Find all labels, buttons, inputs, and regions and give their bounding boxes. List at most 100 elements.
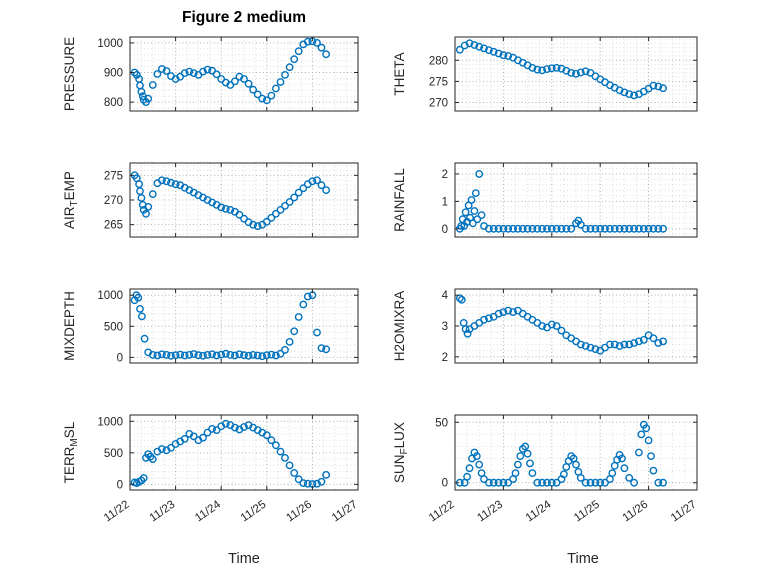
subplot-airtemp: 265 270 275 AIRTEMP bbox=[62, 162, 359, 238]
data-marker bbox=[484, 224, 493, 233]
data-marker bbox=[465, 464, 474, 473]
data-marker bbox=[180, 351, 189, 360]
data-marker bbox=[235, 210, 244, 219]
grid bbox=[455, 289, 697, 363]
data-marker bbox=[543, 478, 551, 487]
y-tick-label: 280 bbox=[429, 55, 448, 67]
data-marker bbox=[547, 478, 556, 487]
y-tick-label: 1 bbox=[442, 196, 448, 208]
y-tick-label: 265 bbox=[104, 220, 123, 232]
data-marker bbox=[596, 224, 605, 233]
data-marker bbox=[317, 344, 326, 352]
data-marker bbox=[162, 67, 171, 75]
data-marker bbox=[303, 292, 312, 301]
data-marker bbox=[285, 63, 294, 72]
data-marker bbox=[180, 69, 189, 78]
axes-box bbox=[454, 414, 698, 491]
data-marker bbox=[480, 475, 488, 483]
data-marker bbox=[285, 461, 294, 470]
data-marker bbox=[552, 224, 561, 233]
data-marker bbox=[171, 180, 180, 189]
data-marker bbox=[212, 351, 221, 360]
data-marker bbox=[262, 351, 271, 360]
data-marker bbox=[494, 224, 503, 233]
data-marker bbox=[137, 87, 146, 96]
data-points bbox=[130, 171, 330, 231]
data-marker bbox=[281, 453, 289, 462]
data-marker bbox=[543, 65, 551, 74]
data-marker bbox=[533, 224, 542, 233]
ylabel-terrmsl: TERRMSL bbox=[62, 421, 80, 483]
data-marker bbox=[467, 196, 476, 204]
data-marker bbox=[271, 84, 280, 93]
data-marker bbox=[142, 209, 150, 218]
data-marker bbox=[148, 455, 157, 463]
data-marker bbox=[630, 478, 638, 487]
data-marker bbox=[140, 334, 149, 343]
data-marker bbox=[457, 295, 466, 304]
tick-marks bbox=[129, 37, 359, 111]
data-marker bbox=[586, 343, 595, 352]
y-tick-label: 500 bbox=[104, 321, 123, 333]
y-tick-label: 900 bbox=[104, 68, 123, 80]
ylabel-sunflux: SUNFLUX bbox=[392, 422, 410, 483]
data-marker bbox=[189, 432, 198, 441]
data-marker bbox=[538, 478, 546, 487]
data-marker bbox=[543, 224, 551, 233]
data-points bbox=[130, 37, 330, 107]
data-marker bbox=[262, 96, 271, 105]
data-marker bbox=[581, 67, 590, 76]
data-marker bbox=[221, 349, 230, 358]
y-tick-label: 2 bbox=[442, 169, 448, 181]
data-marker bbox=[461, 208, 470, 217]
data-marker bbox=[647, 452, 655, 460]
data-marker bbox=[654, 82, 663, 91]
y-tick-label: 1000 bbox=[97, 38, 123, 50]
y-tick-label: 2 bbox=[442, 352, 448, 364]
data-marker bbox=[659, 84, 667, 93]
data-marker bbox=[167, 351, 175, 360]
data-marker bbox=[267, 436, 276, 445]
data-marker bbox=[308, 177, 317, 186]
data-marker bbox=[162, 350, 171, 359]
tick-marks bbox=[454, 289, 698, 363]
data-marker bbox=[523, 449, 532, 458]
data-marker bbox=[601, 224, 609, 233]
data-marker bbox=[572, 69, 580, 78]
data-marker bbox=[606, 340, 614, 349]
data-marker bbox=[470, 41, 479, 49]
y-tick-label: 50 bbox=[435, 417, 448, 429]
data-marker bbox=[176, 350, 185, 359]
data-marker bbox=[625, 224, 634, 233]
data-marker bbox=[235, 350, 244, 359]
data-marker bbox=[285, 198, 294, 206]
data-marker bbox=[136, 81, 144, 90]
data-marker bbox=[253, 90, 262, 99]
data-marker bbox=[538, 322, 546, 330]
data-marker bbox=[167, 178, 175, 187]
data-marker bbox=[189, 69, 198, 78]
tick-marks bbox=[454, 415, 698, 490]
data-marker bbox=[526, 459, 534, 468]
y-tick-label: 270 bbox=[104, 195, 123, 207]
data-marker bbox=[567, 224, 576, 233]
y-tick-label: 0 bbox=[117, 479, 123, 491]
y-tick-label: 1000 bbox=[97, 290, 123, 302]
data-marker bbox=[552, 478, 561, 487]
data-marker bbox=[148, 350, 157, 359]
data-marker bbox=[562, 224, 571, 233]
data-marker bbox=[489, 224, 498, 233]
data-marker bbox=[262, 431, 271, 440]
data-marker bbox=[475, 460, 484, 469]
data-marker bbox=[281, 345, 289, 354]
data-marker bbox=[642, 424, 651, 433]
data-marker bbox=[630, 224, 638, 233]
data-marker bbox=[567, 69, 576, 77]
data-marker bbox=[494, 478, 503, 487]
data-marker bbox=[208, 424, 217, 433]
data-marker bbox=[547, 224, 556, 233]
tick-marks bbox=[129, 289, 359, 363]
ylabel-h2omixra: H2OMIXRA bbox=[392, 291, 407, 362]
data-marker bbox=[208, 350, 217, 359]
data-marker bbox=[455, 45, 464, 54]
